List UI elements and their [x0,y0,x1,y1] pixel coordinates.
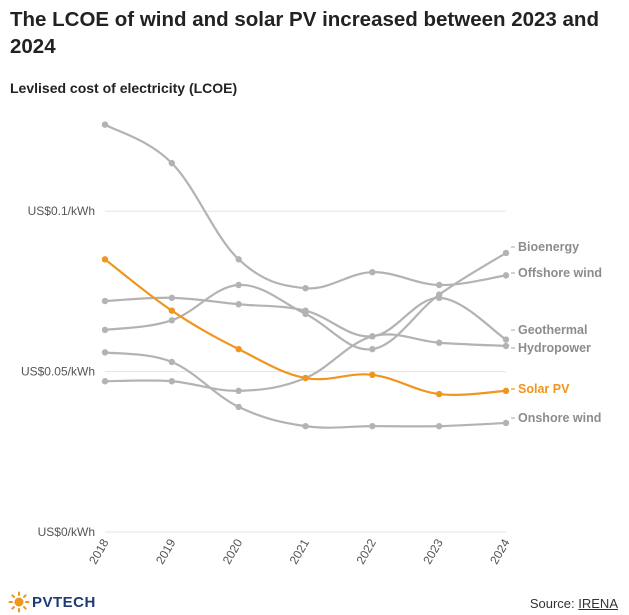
series-line-onshore-wind [104,351,507,429]
data-point-bioenergy [235,281,242,289]
data-point-offshore-wind [235,256,242,263]
data-point-offshore-wind [101,121,109,128]
gridlines [105,210,506,533]
data-point-onshore-wind [302,422,309,430]
data-point-onshore-wind [168,358,176,366]
x-tick-label: 2022 [353,536,379,566]
data-point-geothermal [168,294,176,302]
data-point-onshore-wind [369,422,376,430]
x-tick-label: 2023 [420,536,446,566]
data-point-solar-pv [302,374,309,382]
series-line-hydropower [104,333,507,392]
x-tick-label: 2018 [86,536,112,566]
data-point-offshore-wind [369,268,376,276]
data-point-onshore-wind [502,419,510,427]
series-points [101,121,510,430]
data-point-onshore-wind [435,422,443,430]
data-point-hydropower [168,378,176,385]
data-point-geothermal [101,297,109,305]
data-point-hydropower [235,387,242,395]
data-point-solar-pv [101,256,109,263]
data-point-onshore-wind [101,349,109,356]
y-axis-ticks: US$0/kWh US$0.05/kWh US$0.1/kWh [21,204,95,539]
y-tick-label: US$0.05/kWh [21,365,95,379]
chart-title: The LCOE of wind and solar PV increased … [10,8,599,58]
series-line-bioenergy [104,251,507,351]
source-link[interactable]: IRENA [578,596,618,611]
data-point-geothermal [502,336,510,343]
series-label-onshore-wind: Onshore wind [518,411,601,425]
sun-logo-icon [8,591,30,613]
data-point-hydropower [369,333,376,340]
series-label-geothermal: Geothermal [518,323,587,337]
x-tick-label: 2024 [487,536,513,566]
logo-wordmark: PVTECH [32,593,96,611]
data-point-bioenergy [101,326,109,334]
data-point-onshore-wind [235,403,242,411]
series-label-offshore-wind: Offshore wind [518,266,602,280]
x-tick-label: 2020 [220,536,246,566]
series-lines [104,123,507,429]
series-line-offshore-wind [104,123,507,290]
data-point-solar-pv [235,345,242,353]
series-label-solar-pv: Solar PV [518,382,570,396]
data-point-offshore-wind [168,159,176,167]
data-point-geothermal [302,307,309,314]
chart-subtitle: Levlised cost of electricity (LCOE) [10,80,238,96]
data-point-hydropower [435,339,443,346]
pvtech-logo: PVTECH [8,591,96,613]
x-axis-ticks: 2018 2019 2020 2021 2022 2023 2024 [86,536,513,566]
x-tick-label: 2021 [287,536,313,566]
series-label-bioenergy: Bioenergy [518,240,579,254]
data-point-solar-pv [369,371,376,379]
data-point-offshore-wind [435,281,443,289]
series-labels: Bioenergy Offshore wind Geothermal Hydropow… [511,240,602,425]
data-point-offshore-wind [502,272,510,279]
y-tick-label: US$0.1/kWh [28,204,95,218]
data-point-bioenergy [168,317,176,324]
data-point-bioenergy [369,345,376,353]
data-point-geothermal [235,301,242,308]
data-point-hydropower [101,378,109,385]
x-tick-label: 2019 [153,536,179,566]
data-point-solar-pv [502,387,510,395]
data-point-solar-pv [435,390,443,398]
source-prefix: Source: [529,596,579,611]
series-line-solar-pv [104,258,507,396]
data-point-offshore-wind [302,285,309,292]
source-note: Source: IRENA [530,596,618,611]
series-line-geothermal [104,296,507,341]
series-label-hydropower: Hydropower [518,341,591,355]
data-point-geothermal [435,294,443,302]
y-tick-label: US$0/kWh [38,525,95,539]
data-point-hydropower [502,342,510,350]
data-point-bioenergy [502,249,510,257]
data-point-solar-pv [168,307,176,314]
